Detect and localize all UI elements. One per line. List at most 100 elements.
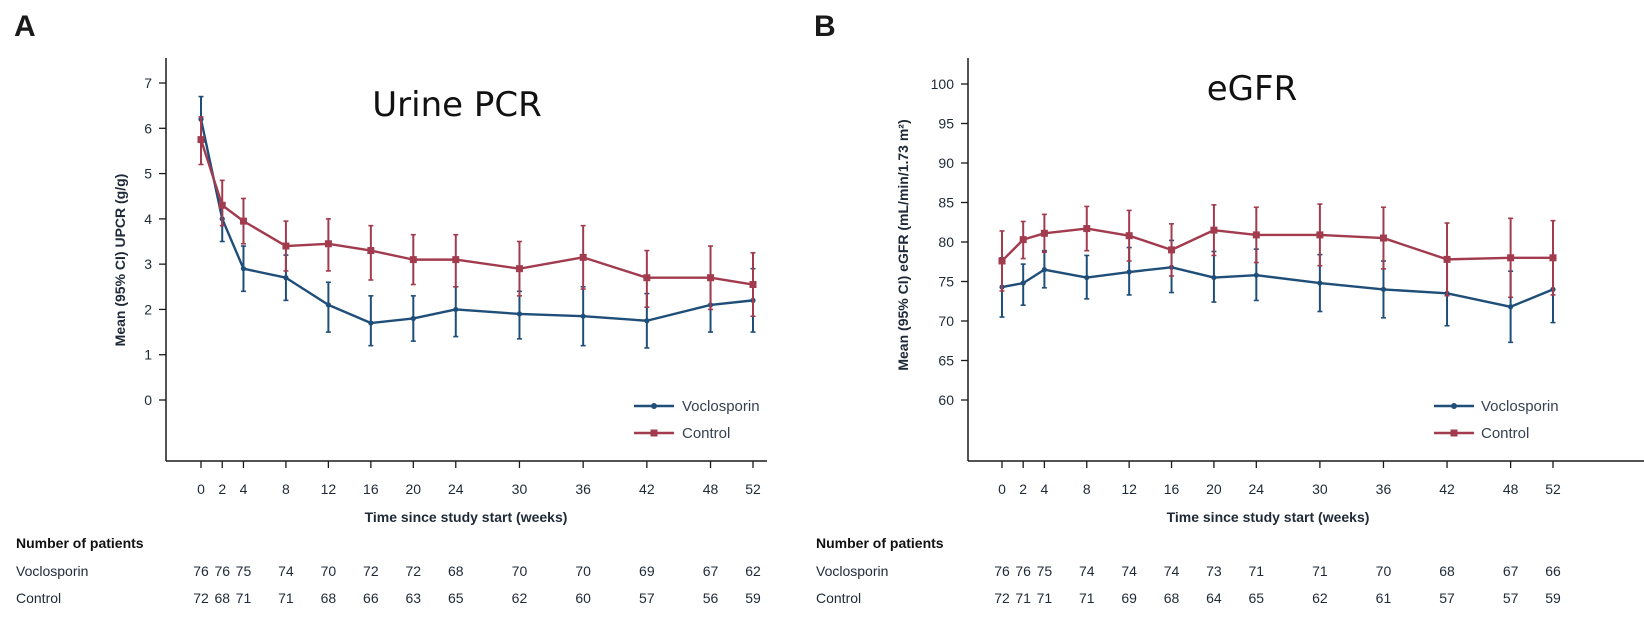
patient-count: 74 <box>1121 563 1137 579</box>
data-point <box>453 306 459 313</box>
series-line-voclosporin <box>1001 266 1554 308</box>
x-tick-label: 2 <box>218 481 226 497</box>
patient-count: 57 <box>639 590 655 606</box>
panel-b-letter: B <box>814 10 836 43</box>
patient-count: 70 <box>1376 563 1392 579</box>
y-tick-label: 6 <box>144 120 152 136</box>
data-point <box>1508 304 1514 310</box>
panel-b-control-counts: 72 71 71 71 69 68 64 65 62 61 57 57 59 <box>994 590 1561 606</box>
x-tick-label: 16 <box>363 481 379 497</box>
data-point <box>643 274 651 282</box>
patient-count: 71 <box>1037 590 1053 606</box>
legend-control-label: Control <box>1481 425 1529 442</box>
panel-b-x-ticks: 0 2 4 8 12 16 20 24 30 36 42 48 52 <box>998 461 1561 497</box>
x-tick-label: 0 <box>197 481 205 497</box>
x-tick-label: 8 <box>282 481 290 497</box>
patient-count: 70 <box>321 563 337 579</box>
patient-count: 59 <box>1545 590 1561 606</box>
legend-voclosporin-label: Voclosporin <box>682 398 760 415</box>
data-point <box>1379 234 1387 242</box>
x-tick-label: 8 <box>1083 481 1091 497</box>
data-point <box>240 266 247 272</box>
panel-b-row-label-control: Control <box>816 590 861 606</box>
patient-count: 72 <box>406 563 422 579</box>
x-tick-label: 0 <box>998 481 1006 497</box>
panel-a-patient-table: Number of patients Voclosporin Control 7… <box>16 535 761 606</box>
x-tick-label: 30 <box>512 481 528 497</box>
patient-count: 72 <box>363 563 379 579</box>
data-point <box>1443 255 1451 263</box>
panel-a-x-label: Time since study start (weeks) <box>365 509 568 525</box>
x-tick-label: 52 <box>745 481 761 497</box>
patient-count: 75 <box>236 563 252 579</box>
patient-count: 65 <box>1249 590 1265 606</box>
x-tick-label: 12 <box>1121 481 1137 497</box>
patient-count: 71 <box>236 590 252 606</box>
data-point <box>580 313 586 319</box>
x-tick-label: 52 <box>1545 481 1561 497</box>
patient-count: 74 <box>278 563 294 579</box>
data-point <box>368 320 374 326</box>
series-voclosporin <box>999 239 1556 344</box>
y-tick-label: 100 <box>931 76 955 92</box>
patient-count: 76 <box>1015 563 1031 579</box>
y-tick-label: 5 <box>144 166 152 182</box>
data-point <box>579 253 587 261</box>
y-tick-label: 90 <box>938 155 954 171</box>
x-tick-label: 48 <box>1503 481 1519 497</box>
series-voclosporin <box>198 95 756 349</box>
y-tick-label: 4 <box>144 211 152 227</box>
data-point <box>367 247 375 255</box>
legend-control-marker <box>650 429 658 437</box>
patient-count: 62 <box>1312 590 1328 606</box>
x-tick-label: 36 <box>1376 481 1392 497</box>
patient-count: 60 <box>575 590 591 606</box>
patient-count: 62 <box>512 590 528 606</box>
panel-a-x-ticks: 0 2 4 8 12 16 20 24 30 36 42 48 52 <box>197 461 761 497</box>
panel-b-table-heading: Number of patients <box>816 535 944 551</box>
x-tick-label: 42 <box>639 481 655 497</box>
data-point <box>218 201 226 209</box>
data-point <box>998 257 1006 265</box>
panel-a-title: Urine PCR <box>372 85 541 125</box>
data-point <box>197 136 205 144</box>
x-tick-label: 2 <box>1019 481 1027 497</box>
x-tick-label: 20 <box>1206 481 1222 497</box>
y-tick-label: 70 <box>938 313 954 329</box>
data-point <box>324 240 332 248</box>
patient-count: 72 <box>193 590 209 606</box>
patient-count: 71 <box>1312 563 1328 579</box>
patient-count: 76 <box>193 563 209 579</box>
data-point <box>1252 231 1260 239</box>
patient-count: 61 <box>1376 590 1392 606</box>
panel-b-y-ticks: 60 65 70 75 80 85 90 95 100 <box>931 76 968 408</box>
data-point <box>1211 274 1217 281</box>
panel-b-title: eGFR <box>1207 69 1297 109</box>
x-tick-label: 4 <box>240 481 248 497</box>
patient-count: 71 <box>278 590 294 606</box>
data-point <box>1316 231 1324 239</box>
patient-count: 71 <box>1249 563 1265 579</box>
patient-count: 69 <box>639 563 655 579</box>
data-point <box>239 217 247 225</box>
data-point <box>1019 236 1027 244</box>
patient-count: 68 <box>448 563 464 579</box>
patient-count: 73 <box>1206 563 1222 579</box>
y-tick-label: 75 <box>938 274 954 290</box>
y-tick-label: 65 <box>938 353 954 369</box>
panel-b: B eGFR Mean (95% CI) eGFR (mL/min/1.73 m… <box>814 10 1644 606</box>
panel-b-row-label-voclosporin: Voclosporin <box>816 563 888 579</box>
x-tick-label: 12 <box>321 481 337 497</box>
data-point <box>452 256 460 264</box>
data-point <box>325 302 331 308</box>
patient-count: 67 <box>703 563 719 579</box>
panel-a-row-label-control: Control <box>16 590 61 606</box>
y-tick-label: 85 <box>938 195 954 211</box>
panel-a-letter: A <box>14 10 36 43</box>
x-tick-label: 20 <box>406 481 422 497</box>
y-tick-label: 3 <box>144 256 152 272</box>
data-point <box>1210 226 1218 234</box>
patient-count: 71 <box>1015 590 1031 606</box>
panel-a-row-label-voclosporin: Voclosporin <box>16 563 88 579</box>
y-tick-label: 60 <box>938 392 954 408</box>
